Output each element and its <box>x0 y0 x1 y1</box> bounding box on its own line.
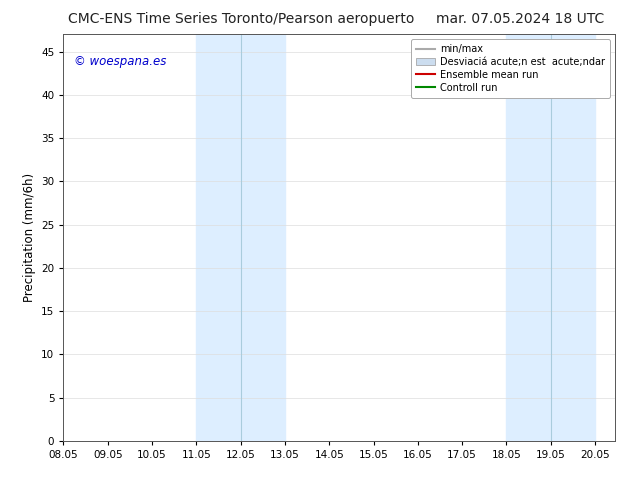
Text: CMC-ENS Time Series Toronto/Pearson aeropuerto: CMC-ENS Time Series Toronto/Pearson aero… <box>68 12 414 26</box>
Bar <box>197 34 285 441</box>
Text: © woespana.es: © woespana.es <box>74 54 167 68</box>
Legend: min/max, Desviaciá acute;n est  acute;ndar, Ensemble mean run, Controll run: min/max, Desviaciá acute;n est acute;nda… <box>411 39 610 98</box>
Y-axis label: Precipitation (mm/6h): Precipitation (mm/6h) <box>23 173 36 302</box>
Bar <box>507 34 595 441</box>
Text: mar. 07.05.2024 18 UTC: mar. 07.05.2024 18 UTC <box>436 12 604 26</box>
